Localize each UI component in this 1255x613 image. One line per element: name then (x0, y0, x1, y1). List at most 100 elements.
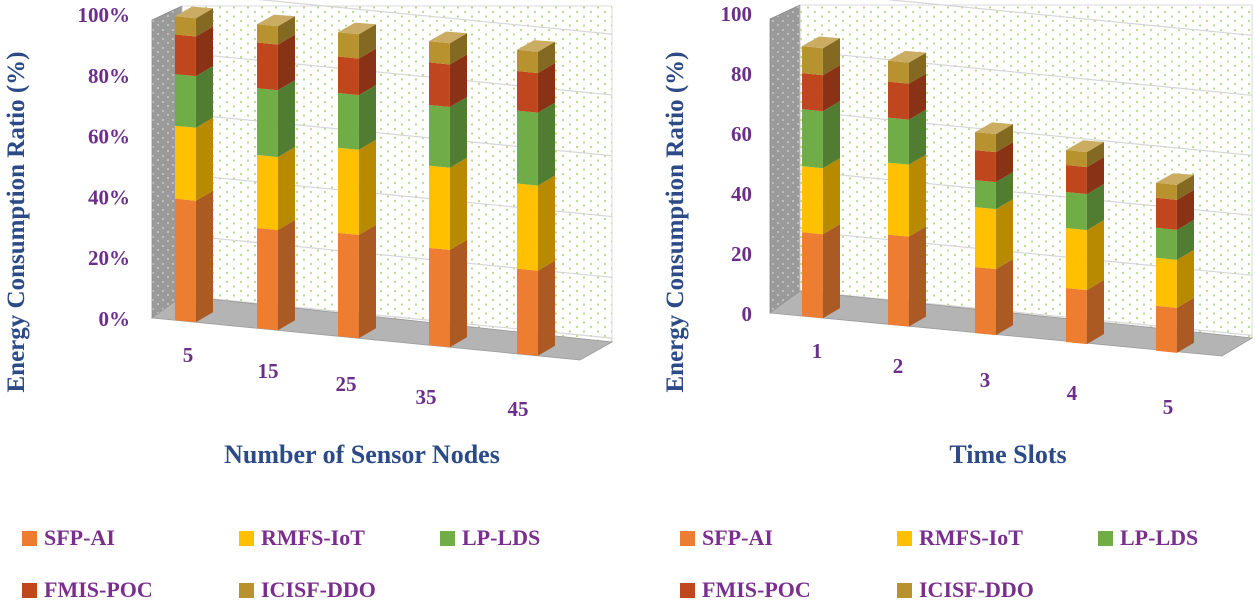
bar-segment-lp-lds (338, 85, 376, 150)
bar-segment-lp-lds (802, 101, 840, 169)
bar-segment-sfp-ai (1066, 280, 1104, 345)
legend-item: SFP-AI (22, 525, 115, 550)
legend-item: ICISF-DDO (239, 577, 376, 602)
legend-label: ICISF-DDO (261, 577, 376, 602)
bar-segment-icisf-ddo (802, 36, 840, 76)
y-tick-label: 60 (731, 122, 752, 146)
legend-item: FMIS-POC (680, 577, 811, 602)
x-tick-label: 3 (980, 368, 991, 392)
legend-item: ICISF-DDO (897, 577, 1034, 602)
bar-segment-rmfs-iot (802, 158, 840, 235)
bar-segment-sfp-ai (257, 220, 295, 331)
bar-segment-sfp-ai (175, 190, 213, 323)
y-tick-label: 100 (721, 2, 753, 26)
x-tick-label: 15 (258, 359, 279, 383)
legend: SFP-AI RMFS-IoT LP-LDS FMIS-POC ICISF-DDO (680, 525, 1198, 602)
x-axis-label: Time Slots (949, 440, 1066, 469)
x-tick-label: 1 (812, 339, 823, 363)
bar-segment-rmfs-iot (257, 147, 295, 230)
bar-segment-rmfs-iot (975, 199, 1013, 270)
bar-segment-sfp-ai (802, 224, 840, 319)
bar-segment-lp-lds (517, 102, 555, 186)
bar-segment-rmfs-iot (175, 117, 213, 201)
legend-swatch (440, 531, 455, 546)
bar-stack-1 (802, 36, 840, 319)
bar-segment-sfp-ai (517, 260, 555, 356)
bar-segment-fmis-poc (257, 34, 295, 91)
bar-stack-15 (257, 14, 295, 331)
legend-label: LP-LDS (462, 525, 540, 550)
bar-segment-lp-lds (1156, 219, 1194, 260)
bar-segment-fmis-poc (429, 54, 467, 107)
y-tick-label: 80 (731, 62, 752, 86)
legend-item: LP-LDS (440, 525, 540, 550)
legend-item: RMFS-IoT (897, 525, 1023, 550)
y-axis-label: Energy Consumption Ratio (%) (3, 52, 30, 393)
x-tick-label: 5 (183, 343, 194, 367)
y-tick-label: 40 (731, 182, 752, 206)
y-tick-label: 60% (88, 125, 130, 149)
bar-stack-4 (1066, 140, 1104, 345)
legend-swatch (680, 531, 695, 546)
legend-item: LP-LDS (1098, 525, 1198, 550)
gridline (799, 110, 1253, 156)
x-tick-label: 35 (416, 385, 437, 409)
side-wall (769, 4, 801, 314)
bar-segment-fmis-poc (802, 65, 840, 112)
y-tick-label: 0% (99, 307, 131, 331)
gridline (885, 0, 1253, 36)
legend-label: RMFS-IoT (261, 525, 365, 550)
bar-stack-5 (175, 6, 213, 323)
bar-stack-45 (517, 40, 555, 356)
bar-segment-fmis-poc (888, 73, 926, 120)
bar-segment-icisf-ddo (175, 6, 213, 37)
y-axis-label: Energy Consumption Ratio (%) (662, 52, 689, 393)
legend-swatch (239, 583, 254, 598)
bar-segment-lp-lds (975, 172, 1013, 210)
legend-item: FMIS-POC (22, 577, 153, 602)
legend-item: SFP-AI (680, 525, 773, 550)
legend-label: SFP-AI (702, 525, 773, 550)
bar-segment-rmfs-iot (429, 157, 467, 250)
bar-segment-rmfs-iot (517, 175, 555, 271)
legend-label: FMIS-POC (44, 577, 153, 602)
bar-segment-fmis-poc (175, 26, 213, 77)
gridline (257, 0, 613, 35)
bar-segment-icisf-ddo (1066, 140, 1104, 168)
legend-label: LP-LDS (1120, 525, 1198, 550)
legend: SFP-AI RMFS-IoT LP-LDS FMIS-POC ICISF-DDO (22, 525, 540, 602)
bar-stack-2 (888, 50, 926, 327)
bar-segment-icisf-ddo (517, 40, 555, 74)
bar-segment-lp-lds (1066, 184, 1104, 231)
bar-segment-fmis-poc (338, 48, 376, 96)
bar-stack-25 (338, 22, 376, 339)
legend-swatch (897, 531, 912, 546)
bar-segment-sfp-ai (338, 224, 376, 339)
bar-segment-icisf-ddo (1156, 173, 1194, 200)
bar-segment-sfp-ai (1156, 297, 1194, 353)
bar-segment-sfp-ai (888, 226, 926, 327)
legend-label: RMFS-IoT (919, 525, 1023, 550)
legend-swatch (239, 531, 254, 546)
chart-2: 0 20 40 60 80 100 1 2 3 4 5 Energy Consumption Rati… (662, 0, 1254, 602)
y-tick-label: 80% (88, 64, 130, 88)
bar-segment-rmfs-iot (888, 154, 926, 237)
legend-swatch (22, 583, 37, 598)
legend-label: FMIS-POC (702, 577, 811, 602)
bar-stack-5 (1156, 173, 1194, 353)
bar-segment-icisf-ddo (257, 14, 295, 45)
y-tick-label: 40% (88, 185, 130, 209)
bar-segment-rmfs-iot (1066, 220, 1104, 291)
chart-1: 0% 20% 40% 60% 80% 100% 5 15 25 35 45 Energy Consum… (3, 0, 614, 602)
bar-segment-sfp-ai (975, 259, 1013, 336)
bar-stack-35 (429, 31, 467, 348)
x-tick-label: 4 (1067, 381, 1078, 405)
bar-segment-icisf-ddo (429, 31, 467, 65)
x-axis-label: Number of Sensor Nodes (224, 440, 500, 469)
legend-item: RMFS-IoT (239, 525, 365, 550)
x-tick-label: 2 (893, 354, 904, 378)
x-tick-label: 5 (1163, 395, 1174, 419)
gridline (799, 50, 1253, 96)
bar-segment-icisf-ddo (888, 50, 926, 84)
